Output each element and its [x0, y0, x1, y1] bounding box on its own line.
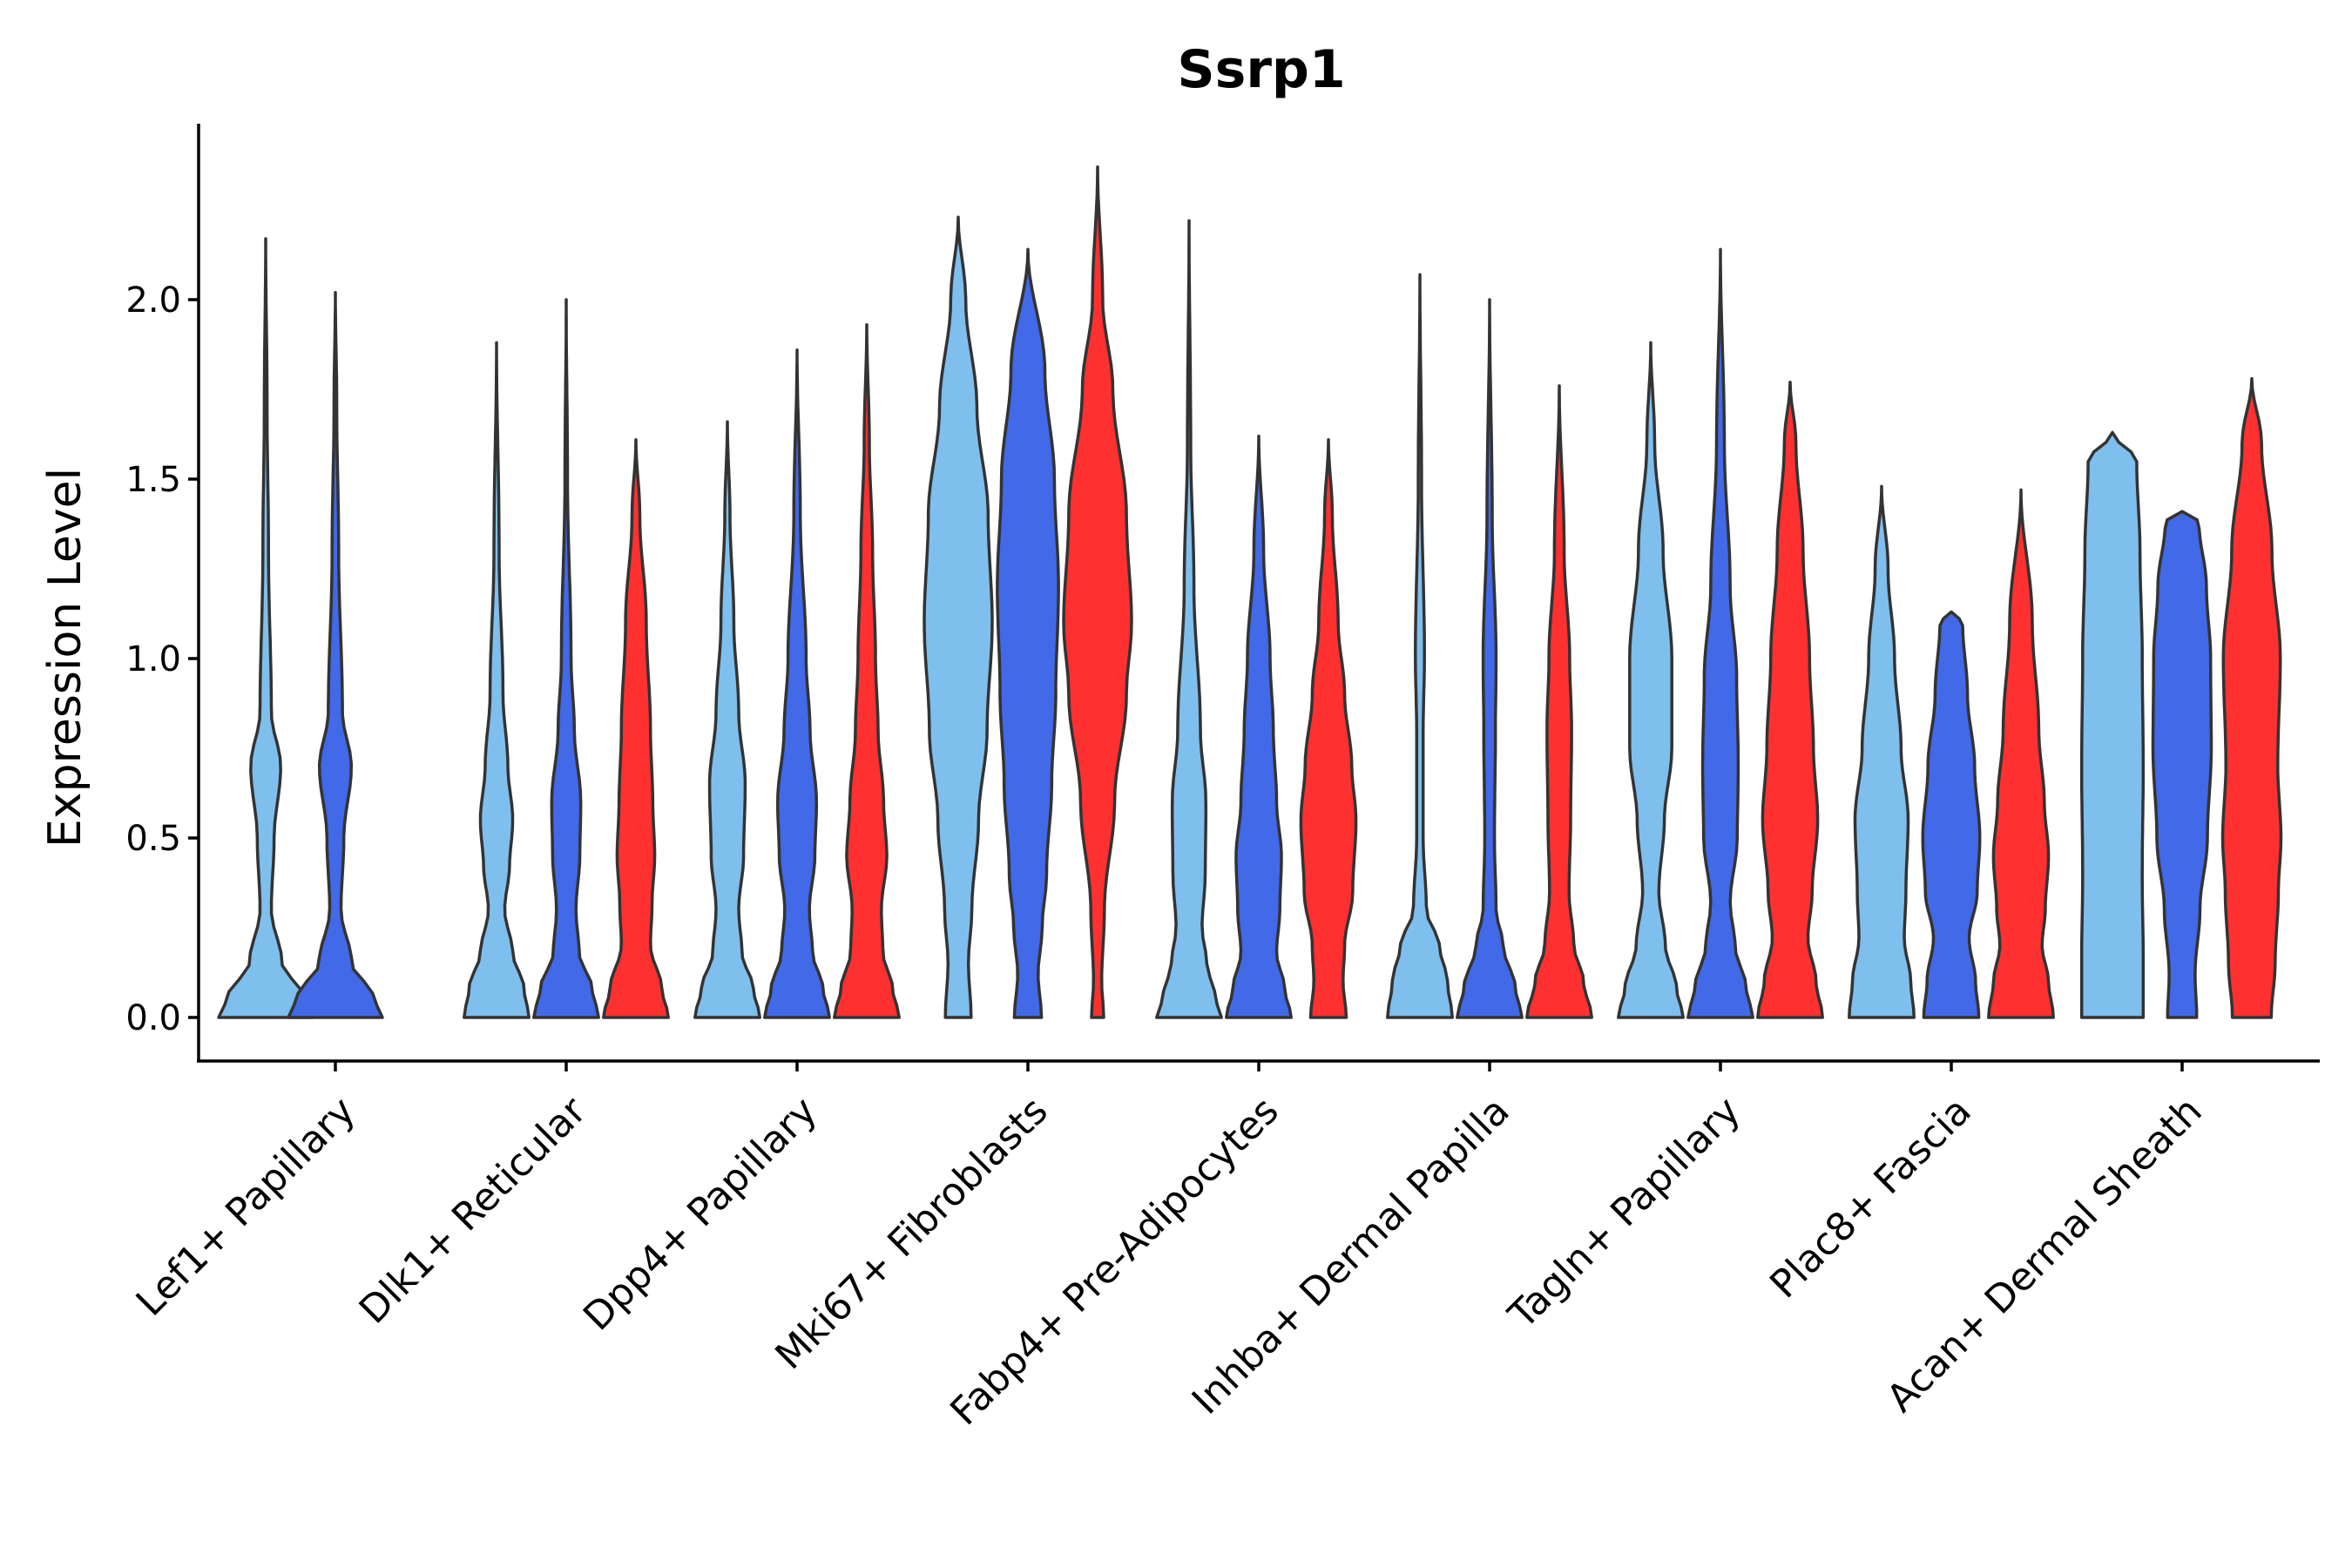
chart-title: Ssrp1	[1177, 39, 1345, 100]
y-tick-label: 1.0	[125, 639, 181, 679]
violin-shape	[532, 298, 600, 1019]
x-tick-label: Dlk1+ Reticular	[351, 1088, 596, 1333]
violin-shape	[1456, 298, 1524, 1019]
violin-shape	[1525, 384, 1593, 1019]
x-tick-label: Plac8+ Fascia	[1761, 1089, 1980, 1308]
violin-shape	[2151, 510, 2213, 1019]
violin-shape	[287, 291, 384, 1019]
violin-shape	[1617, 341, 1685, 1019]
violin-shape	[1921, 610, 1982, 1019]
y-axis-ticks: 0.0 0.5 1.0 1.5 2.0	[125, 280, 199, 1038]
violin-shape	[1686, 247, 1754, 1019]
violin-shape	[2220, 376, 2283, 1019]
y-tick-label: 0.0	[125, 998, 181, 1038]
violin-shape	[1987, 488, 2055, 1019]
violin-shape	[833, 323, 901, 1019]
x-tick-label: Tagln+ Papillary	[1500, 1089, 1749, 1338]
violin-shape	[1756, 381, 1824, 1019]
violin-shape	[1299, 437, 1358, 1019]
y-tick-label: 1.5	[125, 460, 181, 500]
violin-shape	[763, 348, 831, 1019]
violin-shape	[1225, 434, 1293, 1019]
violin-shape	[2079, 430, 2146, 1019]
violin-shape	[693, 420, 761, 1019]
violin-shape	[217, 237, 314, 1019]
y-tick-label: 2.0	[125, 280, 181, 321]
violin-shape	[923, 215, 994, 1019]
violins-layer	[217, 165, 2283, 1019]
y-axis-label: Expression Level	[39, 468, 91, 848]
violin-shape	[1386, 273, 1454, 1019]
violin-shape	[602, 437, 670, 1019]
violin-shape	[1155, 219, 1223, 1019]
y-tick-label: 0.5	[125, 819, 181, 859]
x-tick-label: Lef1+ Papillary	[128, 1089, 364, 1325]
violin-shape	[1062, 165, 1133, 1019]
violin-shape	[463, 341, 531, 1019]
x-tick-label: Dpp4+ Papillary	[575, 1089, 826, 1340]
violin-shape	[996, 247, 1060, 1019]
violin-shape	[1848, 484, 1916, 1019]
